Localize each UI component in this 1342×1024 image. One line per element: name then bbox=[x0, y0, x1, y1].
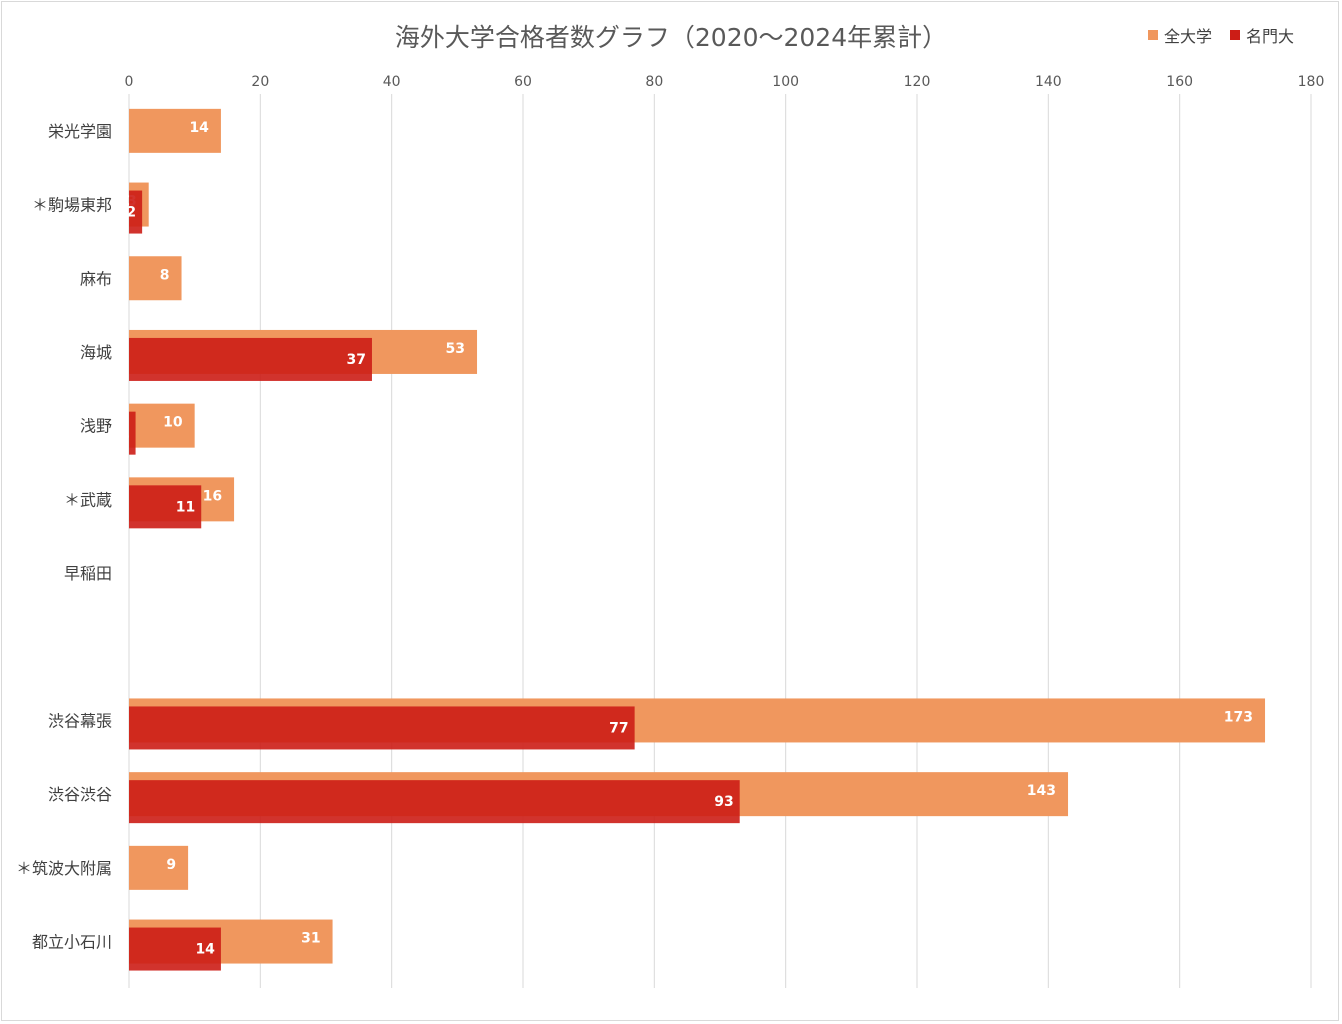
x-tick-label: 0 bbox=[125, 74, 134, 90]
category-label: 栄光学園 bbox=[48, 122, 112, 141]
bar-top bbox=[129, 190, 143, 234]
x-tick-label: 40 bbox=[383, 74, 401, 90]
data-label-all: 16 bbox=[203, 488, 222, 504]
x-tick-label: 160 bbox=[1166, 74, 1193, 90]
x-tick-label: 20 bbox=[251, 74, 269, 90]
x-tick-label: 100 bbox=[772, 74, 799, 90]
bar-top bbox=[129, 485, 202, 529]
bar-all bbox=[129, 845, 189, 890]
category-label: ＊駒場東邦 bbox=[32, 196, 112, 215]
data-label-all: 143 bbox=[1027, 783, 1056, 799]
category-label: 麻布 bbox=[80, 269, 112, 288]
bar-top bbox=[129, 780, 740, 824]
x-tick-label: 180 bbox=[1298, 74, 1325, 90]
x-tick-label: 80 bbox=[645, 74, 663, 90]
data-label-top: 11 bbox=[176, 499, 195, 515]
legend-label-top: 名門大 bbox=[1245, 27, 1294, 46]
data-label-all: 31 bbox=[301, 931, 320, 947]
data-label-all: 10 bbox=[163, 415, 183, 431]
data-label-all: 53 bbox=[446, 341, 465, 357]
bar-top bbox=[129, 337, 372, 381]
category-label: ＊武蔵 bbox=[64, 490, 112, 509]
legend: 全大学 名門大 bbox=[1147, 23, 1294, 47]
x-tick-label: 120 bbox=[904, 74, 931, 90]
category-label: 早稲田 bbox=[64, 564, 112, 583]
data-label-top: 93 bbox=[714, 794, 733, 810]
category-label: 渋谷幕張 bbox=[48, 711, 112, 730]
x-tick-label: 140 bbox=[1035, 74, 1062, 90]
legend-item-all: 全大学 bbox=[1147, 23, 1212, 47]
data-label-top: 1 bbox=[120, 426, 130, 442]
data-label-all: 173 bbox=[1224, 709, 1253, 725]
category-label: 渋谷渋谷 bbox=[48, 785, 112, 804]
data-label-top: 14 bbox=[195, 942, 215, 958]
legend-item-top: 名門大 bbox=[1229, 23, 1294, 47]
x-tick-label: 60 bbox=[514, 74, 532, 90]
bar-top bbox=[129, 927, 221, 971]
bar-all bbox=[129, 403, 195, 448]
category-label: 海城 bbox=[80, 343, 112, 362]
data-label-all: 8 bbox=[160, 267, 170, 283]
data-label-all: 14 bbox=[189, 120, 209, 136]
category-label: 浅野 bbox=[80, 417, 112, 436]
category-label: 都立小石川 bbox=[32, 933, 112, 952]
data-label-all: 9 bbox=[166, 857, 176, 873]
chart-title: 海外大学合格者数グラフ（2020〜2024年累計） bbox=[394, 23, 948, 52]
data-label-top: 2 bbox=[126, 205, 136, 221]
data-label-top: 37 bbox=[346, 352, 365, 368]
category-label: ＊筑波大附属 bbox=[16, 859, 112, 878]
bar-all bbox=[129, 108, 221, 153]
legend-swatch-all bbox=[1147, 30, 1158, 40]
legend-label-all: 全大学 bbox=[1163, 27, 1212, 46]
bar-top bbox=[129, 706, 635, 750]
legend-swatch-top bbox=[1229, 30, 1240, 40]
bar-all bbox=[129, 256, 182, 301]
bar-top bbox=[129, 411, 136, 455]
data-label-top: 77 bbox=[609, 720, 628, 736]
